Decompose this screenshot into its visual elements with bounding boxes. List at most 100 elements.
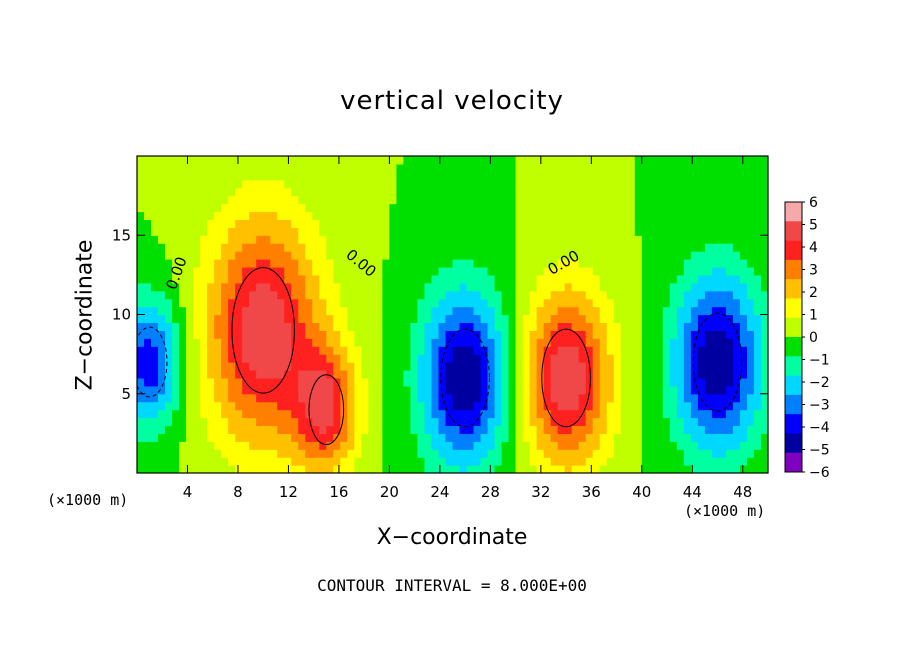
field-cell [480,393,489,403]
field-cell [347,369,355,379]
field-cell [711,385,720,395]
field-cell [389,259,398,268]
field-cell [263,282,271,292]
field-cell [291,227,299,236]
field-cell [137,377,145,387]
field-cell [319,449,327,458]
field-cell [466,322,475,331]
field-cell [536,377,545,387]
field-cell [165,433,173,442]
y-tick-label: 15 [112,226,131,244]
field-cell [193,362,201,371]
field-cell [256,441,264,450]
field-cell [410,362,419,371]
field-cell [739,314,748,324]
field-cell [326,274,334,284]
field-cell [403,156,412,165]
field-cell [459,227,468,236]
field-cell [711,282,720,292]
field-cell [662,235,671,244]
field-cell [403,346,412,355]
field-cell [270,274,278,284]
field-cell [410,401,419,411]
field-cell [522,393,531,403]
field-cell [158,354,166,363]
field-cell [333,179,341,189]
field-cell [417,401,426,411]
field-cell [354,369,362,379]
field-cell [438,195,447,205]
field-cell [137,449,145,458]
field-cell [186,156,194,165]
field-cell [676,441,685,450]
field-cell [613,401,622,411]
field-cell [613,290,622,300]
field-cell [627,282,636,292]
field-cell [277,187,285,197]
field-cell [256,163,264,173]
field-cell [508,401,517,411]
field-cell [746,433,755,442]
field-cell [417,171,426,181]
field-cell [501,401,510,411]
field-cell [676,314,685,324]
field-cell [319,417,327,427]
field-cell [193,259,201,268]
field-cell [249,187,257,197]
field-cell [249,251,257,260]
field-cell [508,156,517,165]
field-cell [760,187,768,197]
field-cell [179,179,187,189]
field-cell [382,393,390,403]
field-cell [704,338,713,347]
field-cell [683,219,692,228]
field-cell [382,433,390,442]
field-cell [354,203,362,213]
field-cell [599,354,608,363]
field-cell [648,266,657,276]
field-cell [466,219,475,228]
field-cell [263,187,271,197]
field-cell [487,417,496,427]
field-cell [200,449,208,458]
field-cell [214,338,222,347]
field-cell [508,425,517,434]
field-cell [620,417,629,427]
field-cell [312,219,320,228]
field-cell [683,187,692,197]
field-cell [151,171,159,181]
field-cell [550,314,559,324]
field-cell [179,393,187,403]
field-cell [319,163,327,173]
field-cell [221,417,229,427]
field-cell [291,211,299,220]
field-cell [753,227,762,236]
field-cell [529,187,538,197]
field-cell [760,417,768,427]
field-cell [529,354,538,363]
field-cell [725,322,734,331]
field-cell [165,195,173,205]
field-cell [270,322,278,331]
field-cell [592,441,601,450]
field-cell [158,187,166,197]
field-cell [368,338,376,347]
field-cell [753,219,762,228]
downdraft-contour [692,312,743,412]
field-cell [501,211,510,220]
field-cell [151,203,159,213]
field-cell [375,187,383,197]
field-cell [725,227,734,236]
field-cell [564,401,573,411]
field-cell [676,393,685,403]
colorbar-swatch [785,375,802,396]
field-cell [144,449,152,458]
field-cell [592,203,601,213]
field-cell [452,203,461,213]
field-cell [298,362,306,371]
field-cell [424,171,433,181]
field-cell [452,266,461,276]
field-cell [473,385,482,395]
field-cell [144,171,152,181]
field-cell [718,243,727,252]
